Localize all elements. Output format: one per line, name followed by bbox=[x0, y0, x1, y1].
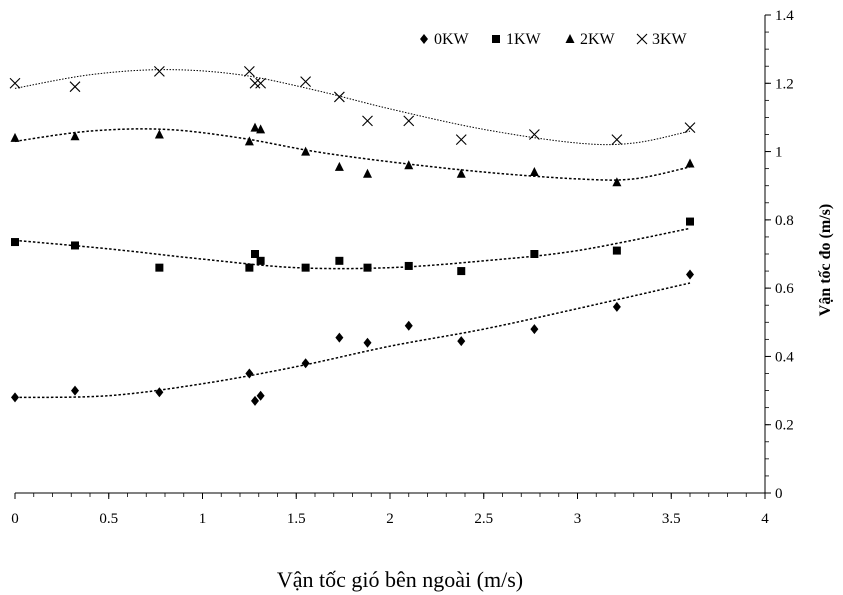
y-tick-label: 0 bbox=[775, 486, 783, 502]
data-point-square bbox=[530, 250, 539, 258]
x-tick-label: 1 bbox=[199, 511, 207, 527]
data-point-square bbox=[686, 217, 694, 226]
data-point-square bbox=[363, 263, 372, 272]
y-tick-label: 1 bbox=[775, 145, 783, 161]
x-tick-label: 0.5 bbox=[99, 511, 118, 527]
data-point-diamond bbox=[404, 320, 413, 331]
data-point-x bbox=[362, 115, 373, 127]
data-point-triangle bbox=[363, 168, 372, 178]
y-tick-label: 0.2 bbox=[775, 418, 794, 434]
legend-marker-x bbox=[636, 33, 648, 45]
data-point-square bbox=[404, 261, 413, 270]
data-point-diamond bbox=[301, 358, 310, 369]
data-point-triangle bbox=[250, 122, 260, 132]
data-point-triangle bbox=[529, 167, 539, 177]
legend-label: 3KW bbox=[652, 31, 688, 48]
y-tick-label: 0.8 bbox=[775, 213, 794, 229]
data-point-diamond bbox=[686, 269, 694, 280]
series-3kw bbox=[9, 65, 696, 146]
data-point-x bbox=[528, 129, 540, 140]
data-point-square bbox=[256, 256, 265, 265]
x-tick-label: 4 bbox=[761, 511, 769, 527]
series-1kw bbox=[11, 217, 694, 276]
data-point-triangle bbox=[685, 158, 695, 168]
data-point-triangle bbox=[612, 177, 622, 187]
data-point-square bbox=[155, 263, 164, 272]
trendline-0kw bbox=[14, 282, 691, 399]
data-point-triangle bbox=[154, 129, 164, 139]
x-tick-label: 3.5 bbox=[662, 511, 681, 527]
data-point-diamond bbox=[363, 337, 372, 348]
legend-label: 2KW bbox=[580, 31, 616, 48]
data-point-diamond bbox=[612, 301, 621, 312]
data-point-diamond bbox=[245, 368, 254, 379]
data-point-square bbox=[457, 267, 466, 276]
data-point-square bbox=[301, 263, 310, 272]
data-point-square bbox=[335, 256, 344, 265]
data-point-diamond bbox=[155, 387, 164, 398]
data-point-x bbox=[255, 77, 267, 89]
data-point-diamond bbox=[530, 324, 539, 335]
series-0kw bbox=[11, 269, 694, 406]
legend-marker-diamond bbox=[420, 34, 428, 44]
y-tick-label: 0.4 bbox=[775, 349, 794, 365]
legend-item-2kw: 2KW bbox=[565, 31, 616, 48]
data-point-square bbox=[245, 263, 254, 272]
data-point-diamond bbox=[71, 385, 79, 396]
trendline-2kw bbox=[14, 128, 691, 181]
data-point-diamond bbox=[251, 395, 259, 406]
data-point-square bbox=[251, 250, 259, 258]
legend-item-0kw: 0KW bbox=[420, 31, 470, 48]
data-point-square bbox=[612, 246, 621, 255]
y-tick-label: 1.2 bbox=[775, 76, 794, 92]
data-point-x bbox=[243, 65, 255, 77]
data-point-square bbox=[11, 238, 19, 247]
legend-item-1kw: 1KW bbox=[492, 31, 542, 48]
data-point-x bbox=[153, 65, 165, 77]
data-point-x bbox=[684, 122, 696, 134]
data-point-triangle bbox=[334, 161, 344, 171]
legend-label: 1KW bbox=[506, 31, 542, 48]
data-point-diamond bbox=[256, 390, 265, 401]
legend-marker-triangle bbox=[565, 34, 575, 43]
data-point-diamond bbox=[335, 332, 344, 343]
data-point-triangle bbox=[301, 146, 311, 156]
data-point-x bbox=[403, 115, 415, 127]
data-point-x bbox=[300, 76, 312, 87]
data-point-x bbox=[9, 77, 21, 89]
data-point-triangle bbox=[10, 132, 20, 142]
x-tick-label: 2.5 bbox=[474, 511, 493, 527]
data-point-triangle bbox=[70, 131, 80, 141]
y-tick-label: 0.6 bbox=[775, 281, 794, 297]
legend-item-3kw: 3KW bbox=[636, 31, 688, 48]
legend-label: 0KW bbox=[434, 31, 470, 48]
data-point-square bbox=[71, 241, 79, 250]
trendline-3kw bbox=[14, 69, 691, 146]
data-point-x bbox=[249, 77, 261, 89]
data-point-x bbox=[455, 134, 467, 146]
axes: 0 0.5 1 1.5 2 2.5 3 3.5 400.20.40.60.811.21.4 bbox=[11, 8, 794, 527]
y-axis-title: Vận tốc đo (m/s) bbox=[817, 204, 834, 316]
data-point-diamond bbox=[457, 336, 466, 347]
x-axis-title: Vận tốc gió bên ngoài (m/s) bbox=[277, 567, 523, 592]
series-2kw bbox=[10, 122, 695, 187]
x-tick-label: 3 bbox=[574, 511, 582, 527]
plot-area bbox=[9, 65, 696, 406]
data-point-triangle bbox=[456, 168, 466, 178]
data-point-x bbox=[69, 81, 81, 93]
data-point-triangle bbox=[404, 160, 414, 170]
trendline-1kw bbox=[14, 227, 691, 270]
data-point-triangle bbox=[244, 136, 254, 146]
legend-marker-square bbox=[492, 35, 500, 43]
x-tick-label: 2 bbox=[386, 511, 394, 527]
data-point-x bbox=[611, 134, 623, 146]
y-tick-label: 1.4 bbox=[775, 8, 794, 24]
x-tick-label: 0 bbox=[11, 511, 19, 527]
data-point-triangle bbox=[256, 124, 266, 134]
data-point-x bbox=[333, 91, 345, 103]
legend: 0KW 1KW 2KW 3KW bbox=[420, 31, 688, 48]
data-point-diamond bbox=[11, 392, 19, 403]
x-tick-label: 1.5 bbox=[287, 511, 306, 527]
